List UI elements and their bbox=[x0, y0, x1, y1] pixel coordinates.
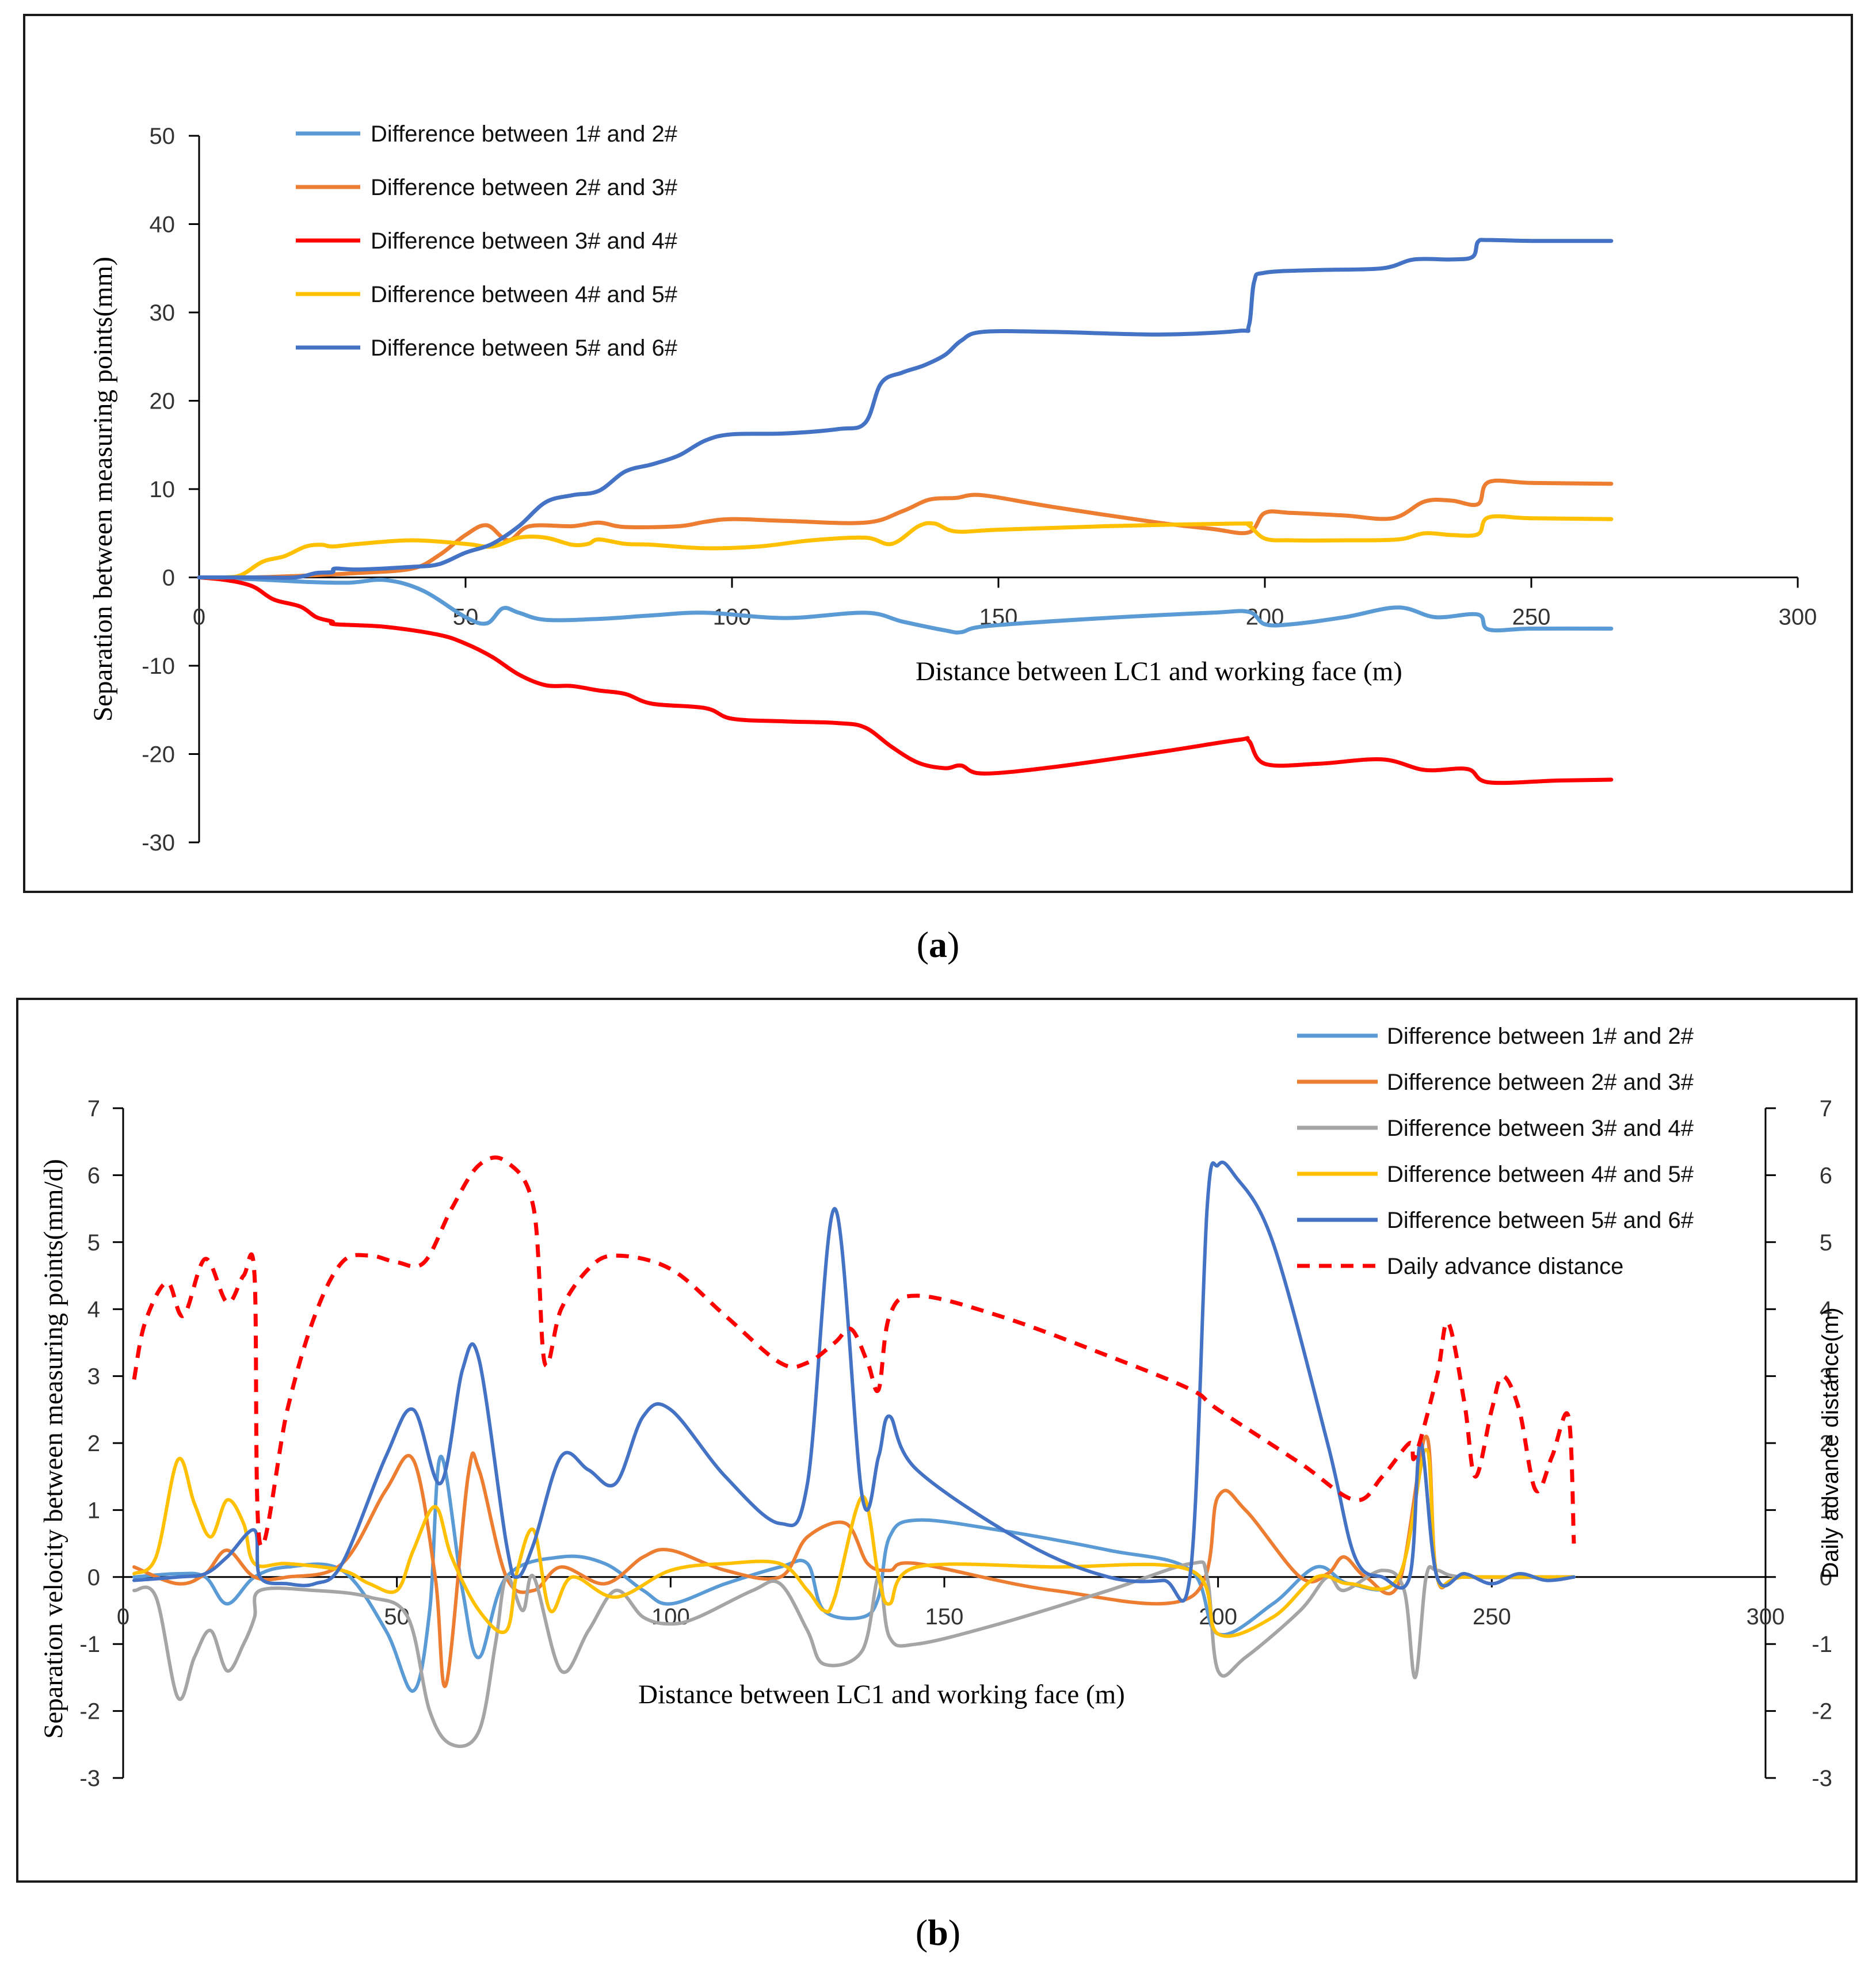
y-tick-label-a: -30 bbox=[142, 830, 175, 856]
x-axis-title-b: Distance between LC1 and working face (m… bbox=[638, 1680, 1125, 1709]
y-axis-title-a: Separation between measuring points(mm) bbox=[88, 257, 118, 722]
caption-b-label: b bbox=[928, 1912, 948, 1953]
chart-panel-a: 50 40 30 20 10 0 -10 -20 -30 0 50 100 150 200 250 300 Di… bbox=[23, 14, 1853, 893]
y-tick-label-b: -1 bbox=[79, 1632, 100, 1657]
series-line-a-difference-between-1-and-2 bbox=[197, 575, 1614, 635]
y-tick-label-b: 2 bbox=[87, 1431, 100, 1456]
y-tick-label-a: 40 bbox=[150, 212, 176, 238]
y2-tick-label-b: -2 bbox=[1812, 1699, 1832, 1724]
y-tick-label-b: -3 bbox=[79, 1766, 100, 1791]
y2-tick-label-b: 6 bbox=[1820, 1163, 1832, 1188]
legend-label-b: Daily advance distance bbox=[1387, 1254, 1623, 1279]
y-tick-label-a: -20 bbox=[142, 742, 175, 768]
y-tick-label-b: 5 bbox=[87, 1230, 100, 1256]
series-line-b-difference-between-4-and-5 bbox=[132, 1448, 1576, 1638]
series-line-b-difference-between-3-and-4 bbox=[132, 1560, 1576, 1748]
x-tick-label-b: 50 bbox=[384, 1604, 410, 1630]
series-line-b-daily-advance-distance bbox=[132, 1155, 1576, 1548]
caption-b: (b) bbox=[915, 1912, 961, 1953]
series-line-a-difference-between-4-and-5 bbox=[197, 514, 1614, 580]
y-tick-label-a: 10 bbox=[150, 477, 176, 502]
y-tick-label-b: 3 bbox=[87, 1364, 100, 1390]
x-tick-label-b: 250 bbox=[1473, 1604, 1511, 1630]
legend-label-a: Difference between 1# and 2# bbox=[371, 121, 678, 147]
y-tick-label-b: 4 bbox=[87, 1297, 100, 1322]
y2-tick-label-b: -1 bbox=[1812, 1632, 1832, 1657]
y2-tick-label-b: 0 bbox=[1820, 1565, 1832, 1590]
legend-label-a: Difference between 5# and 6# bbox=[371, 335, 678, 361]
y2-tick-label-b: 4 bbox=[1820, 1297, 1832, 1322]
caption-a: (a) bbox=[916, 924, 960, 965]
series-line-b-difference-between-2-and-3 bbox=[132, 1434, 1576, 1688]
y-tick-label-a: 30 bbox=[150, 300, 176, 326]
x-tick-label-b: 150 bbox=[925, 1604, 964, 1630]
series-line-a-difference-between-5-and-6 bbox=[197, 238, 1614, 580]
y2-axis-title-b: Daily advance distance(m) bbox=[1818, 1307, 1843, 1578]
y-tick-label-a: 0 bbox=[162, 566, 175, 591]
y2-tick-label-b: 7 bbox=[1820, 1096, 1832, 1121]
y-tick-label-a: 20 bbox=[150, 389, 176, 414]
x-tick-label-b: 200 bbox=[1199, 1604, 1237, 1630]
chart-panel-b: 7 6 5 4 3 2 1 0 -1 -2 -3 7 6 5 4 3 2 1 0 -1 -2 -3 0 50 100 150 200… bbox=[16, 998, 1858, 1883]
y2-tick-label-b: -3 bbox=[1812, 1766, 1832, 1791]
y2-tick-label-b: 2 bbox=[1820, 1431, 1832, 1456]
x-axis-title-a: Distance between LC1 and working face (m… bbox=[916, 657, 1402, 686]
y-tick-label-b: -2 bbox=[79, 1699, 100, 1724]
y2-tick-label-b: 5 bbox=[1820, 1230, 1832, 1256]
legend-label-b: Difference between 3# and 4# bbox=[1387, 1116, 1694, 1141]
series-line-a-difference-between-3-and-4 bbox=[197, 575, 1614, 785]
y-tick-label-a: -10 bbox=[142, 654, 175, 679]
legend-label-b: Difference between 1# and 2# bbox=[1387, 1024, 1694, 1049]
x-tick-label-b: 300 bbox=[1747, 1604, 1785, 1630]
series-line-b-difference-between-5-and-6 bbox=[132, 1161, 1576, 1603]
legend-label-a: Difference between 3# and 4# bbox=[371, 228, 678, 254]
legend-label-a: Difference between 2# and 3# bbox=[371, 175, 678, 200]
legend-label-a: Difference between 4# and 5# bbox=[371, 282, 678, 307]
x-tick-label-b: 0 bbox=[117, 1604, 129, 1630]
x-tick-label-a: 300 bbox=[1779, 605, 1817, 630]
y-tick-label-b: 7 bbox=[87, 1096, 100, 1121]
legend-label-b: Difference between 4# and 5# bbox=[1387, 1162, 1694, 1187]
y-tick-label-a: 50 bbox=[150, 124, 176, 149]
x-tick-label-a: 250 bbox=[1512, 605, 1551, 630]
y-axis-title-b: Separation velocity between measuring po… bbox=[39, 1159, 68, 1739]
y-tick-label-b: 0 bbox=[87, 1565, 100, 1590]
y2-tick-label-b: 1 bbox=[1820, 1498, 1832, 1523]
series-line-a-difference-between-2-and-3 bbox=[197, 478, 1614, 580]
legend-label-b: Difference between 2# and 3# bbox=[1387, 1070, 1694, 1095]
x-tick-label-a: 0 bbox=[193, 605, 205, 630]
y-tick-label-b: 6 bbox=[87, 1163, 100, 1188]
legend-label-b: Difference between 5# and 6# bbox=[1387, 1208, 1694, 1233]
caption-a-label: a bbox=[929, 924, 947, 965]
y-tick-label-b: 1 bbox=[87, 1498, 100, 1523]
y2-tick-label-b: 3 bbox=[1820, 1364, 1832, 1390]
